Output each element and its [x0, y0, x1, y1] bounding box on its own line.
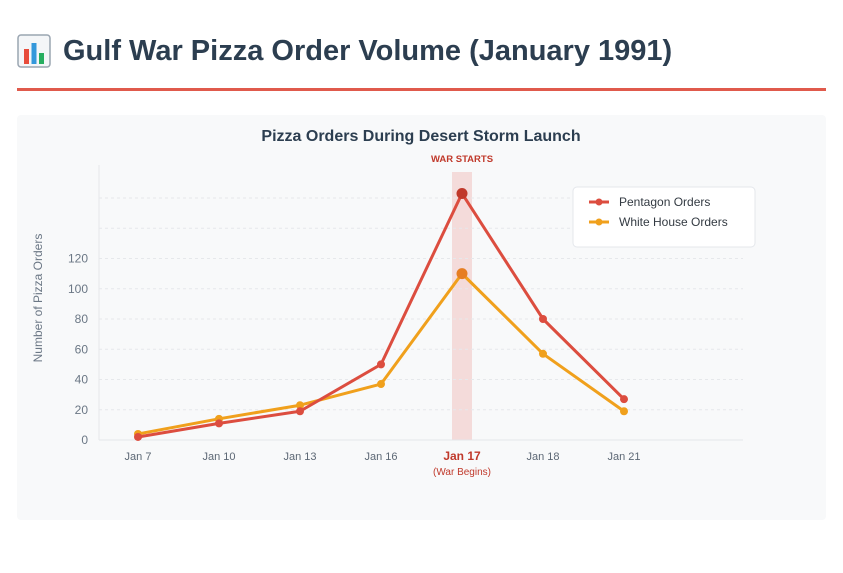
y-tick-label: 80	[75, 312, 89, 326]
x-tick-label: Jan 16	[364, 451, 397, 463]
x-tick-label: Jan 7	[125, 451, 152, 463]
war-start-annotation: WAR STARTS	[431, 154, 493, 165]
data-point	[456, 268, 468, 280]
data-point	[296, 401, 304, 410]
legend-swatch-point	[595, 218, 603, 226]
page-header: Gulf War Pizza Order Volume (January 199…	[17, 34, 826, 90]
title-divider	[17, 88, 826, 91]
data-point	[539, 315, 547, 323]
x-tick-label: Jan 17	[443, 449, 481, 463]
legend-box	[572, 186, 756, 248]
legend-label: Pentagon Orders	[619, 195, 710, 209]
x-tick-label: Jan 13	[283, 451, 316, 463]
x-tick-label: Jan 18	[526, 451, 559, 463]
x-tick-label: Jan 10	[202, 451, 235, 463]
data-point	[456, 187, 468, 199]
y-tick-label: 120	[68, 252, 88, 266]
x-tick-label: Jan 21	[607, 451, 640, 463]
y-axis-label: Number of Pizza Orders	[31, 234, 45, 363]
legend-label: White House Orders	[619, 215, 728, 229]
y-tick-label: 20	[75, 403, 89, 417]
data-point	[620, 395, 628, 404]
data-point	[215, 419, 223, 428]
series-line	[137, 191, 626, 439]
y-tick-label: 60	[75, 342, 89, 356]
y-tick-label: 100	[68, 282, 88, 296]
data-point	[377, 360, 385, 369]
legend: Pentagon Orders White House Orders	[572, 186, 756, 248]
y-tick-label: 0	[81, 433, 88, 447]
data-point	[134, 432, 142, 441]
x-tick-sublabel: (War Begins)	[433, 467, 491, 478]
y-tick-label: 40	[75, 373, 89, 387]
data-point	[620, 407, 628, 416]
data-point	[539, 349, 547, 358]
bar-chart-icon	[17, 34, 51, 68]
line-chart: Pizza Orders During Desert Storm Launch W…	[31, 128, 756, 478]
chart-panel: Pizza Orders During Desert Storm Launch W…	[17, 115, 826, 520]
title-row: Gulf War Pizza Order Volume (January 199…	[17, 34, 826, 68]
page-title: Gulf War Pizza Order Volume (January 199…	[63, 34, 673, 67]
legend-swatch-point	[595, 198, 603, 206]
data-point	[377, 380, 385, 389]
chart-title: Pizza Orders During Desert Storm Launch	[261, 128, 580, 145]
war-start-highlight-band	[452, 172, 472, 440]
data-point	[296, 407, 304, 416]
